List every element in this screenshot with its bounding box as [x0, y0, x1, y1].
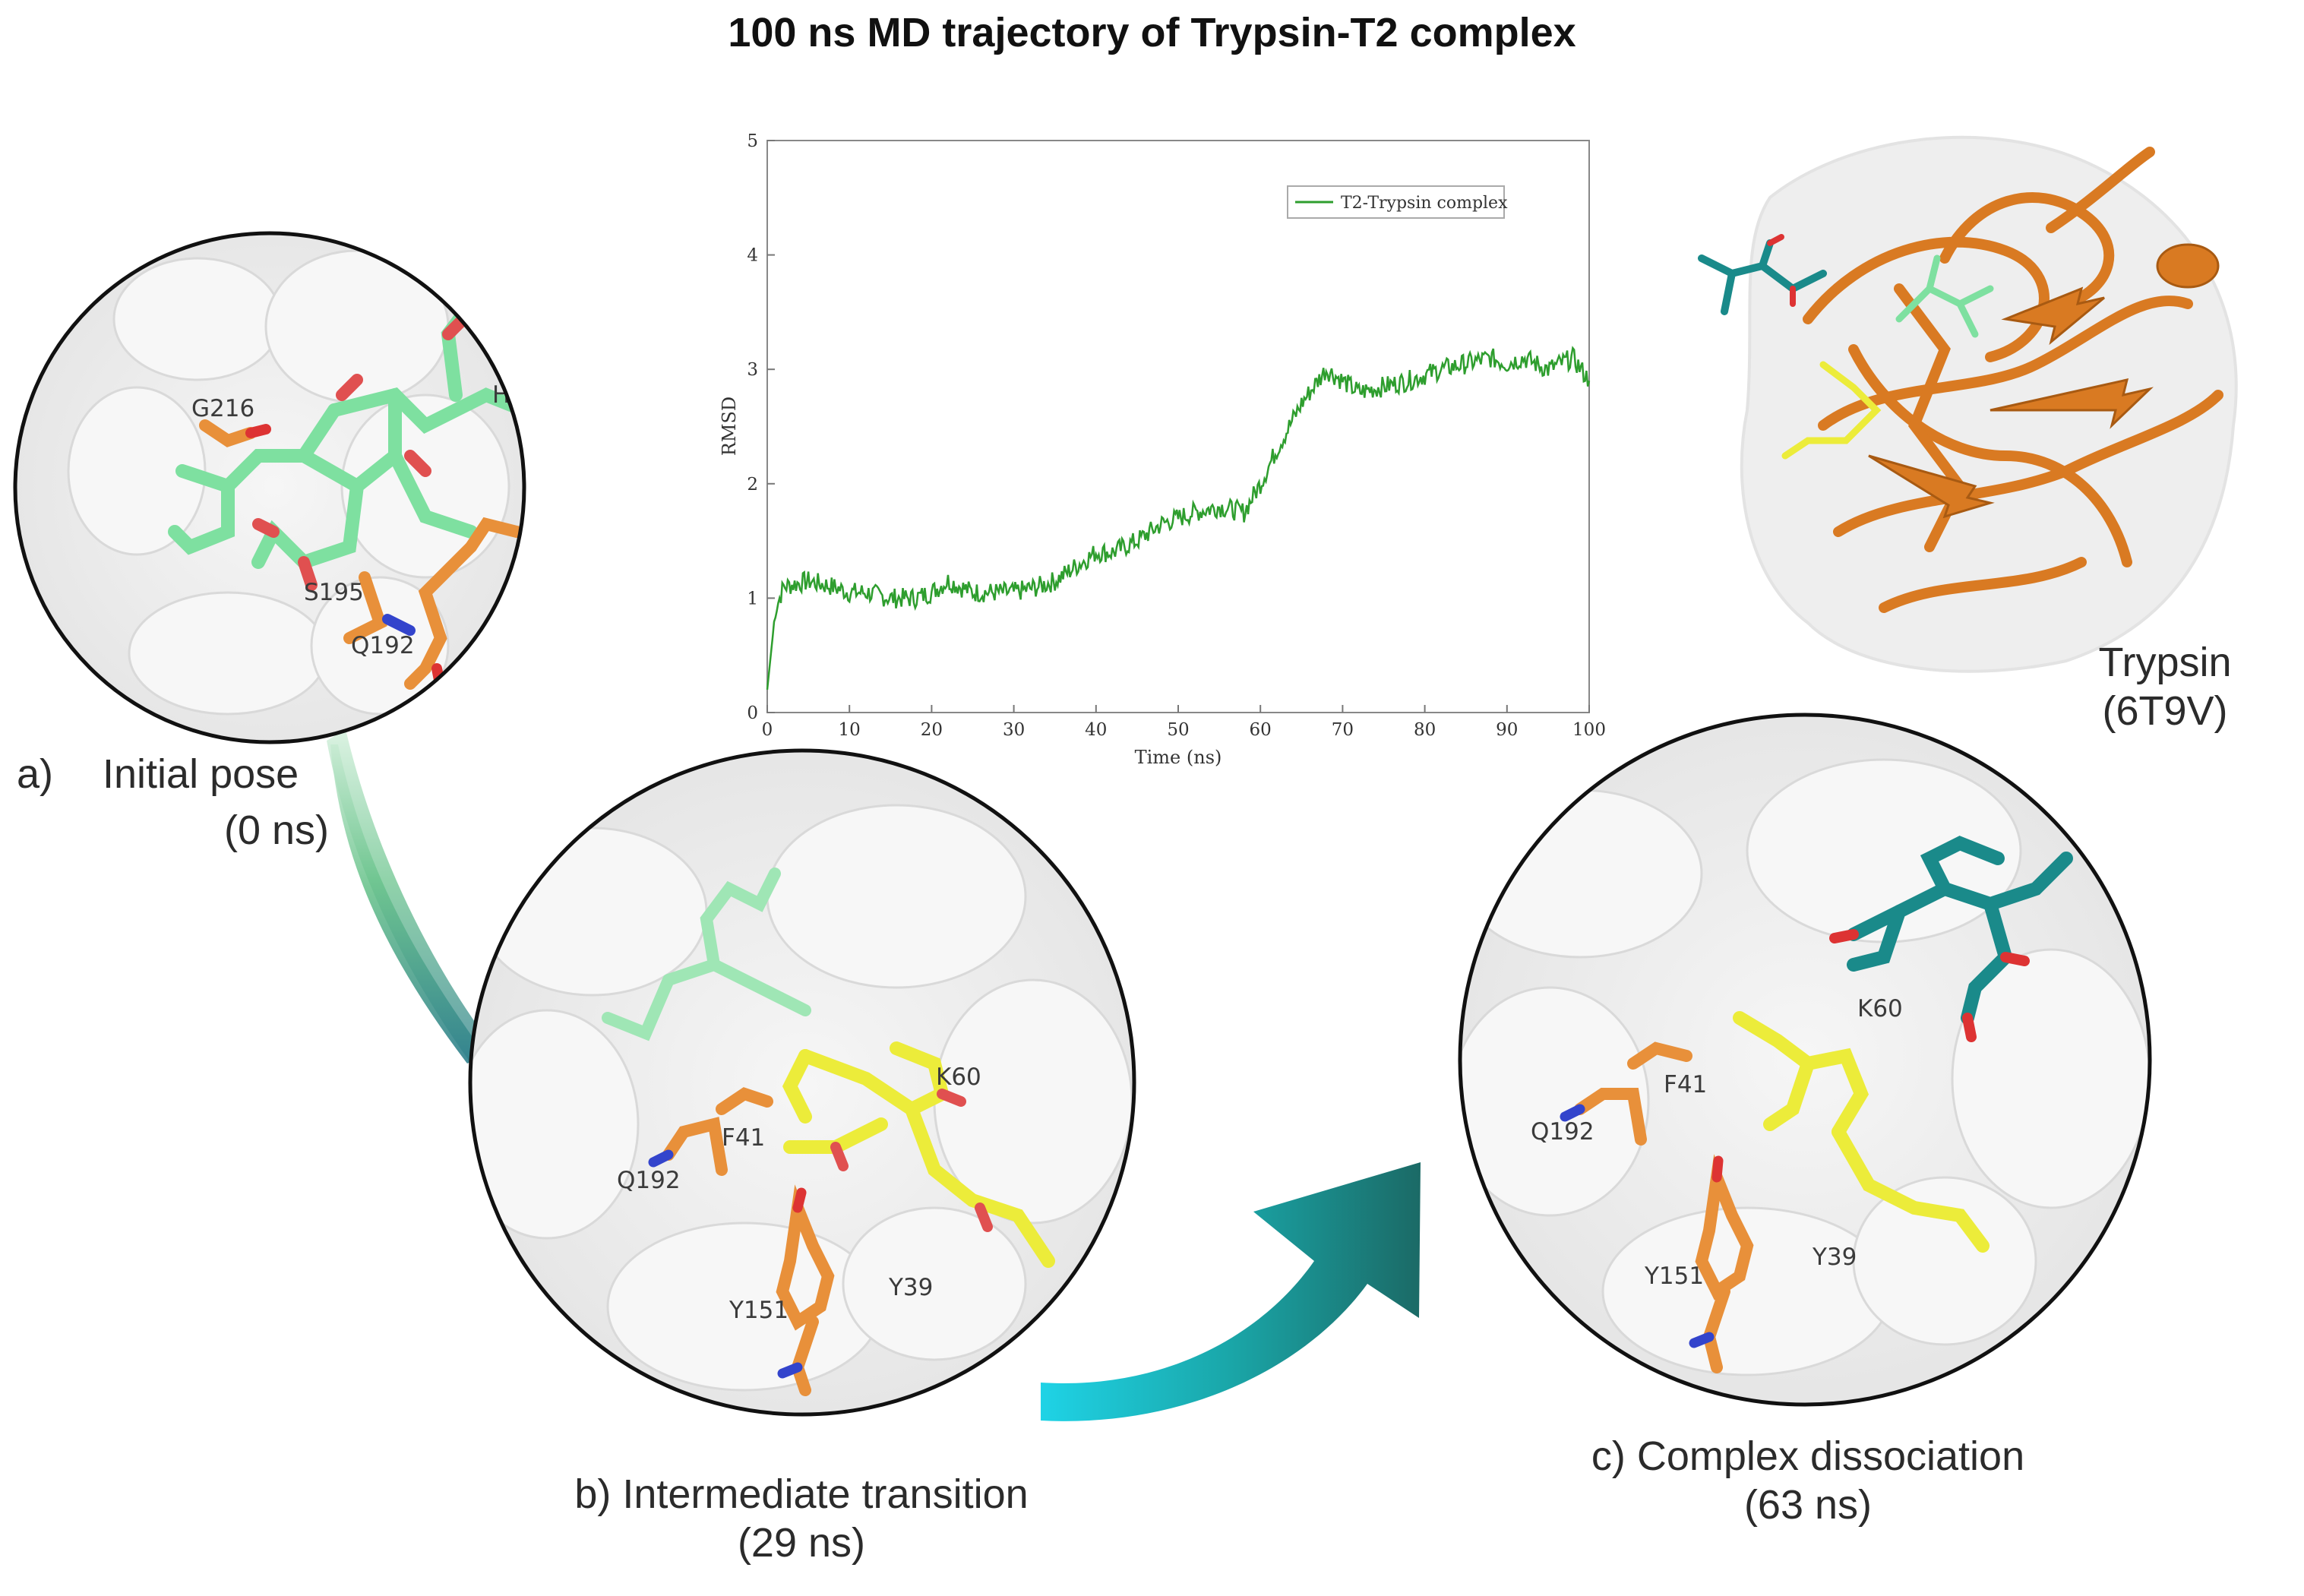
- protein-name: Trypsin: [2098, 640, 2232, 685]
- residues-orange: [662, 1087, 835, 1396]
- x-tick-label: 100: [1572, 720, 1606, 740]
- y-tick-label: 3: [747, 360, 758, 380]
- label-y39: Y39: [1812, 1244, 1857, 1271]
- x-tick-label: 80: [1414, 720, 1436, 740]
- residues-orange: [199, 419, 523, 690]
- x-tick-label: 20: [921, 720, 943, 740]
- protein-pdb-id: (6T9V): [2102, 688, 2228, 734]
- label-y39: Y39: [888, 1274, 933, 1301]
- x-tick-label: 30: [1003, 720, 1025, 740]
- transition-arrow-b-c: [1041, 1162, 1421, 1421]
- y-axis-label: RMSD: [719, 397, 740, 456]
- trypsin-structure: [1698, 135, 2238, 673]
- protein-surface: [1740, 135, 2238, 673]
- panel-b-caption: b) Intermediate transition: [574, 1471, 1029, 1517]
- x-axis-label: Time (ns): [1135, 747, 1222, 768]
- rmsd-chart: 0 10 20 30 40 50 60 70 80 90 100 0 1 2 3 4 5 T2-Trypsin …: [719, 131, 1606, 768]
- protein-ribbon: [1803, 147, 2223, 613]
- chart-legend: T2-Trypsin complex: [1287, 185, 1508, 219]
- y-tick-label: 5: [747, 131, 758, 151]
- panel-c-time: (63 ns): [1743, 1482, 1873, 1528]
- label-q192: Q192: [351, 632, 415, 659]
- x-tick-label: 70: [1332, 720, 1354, 740]
- y-tick-label: 2: [747, 475, 758, 495]
- label-g216: G216: [191, 395, 254, 422]
- panel-b-time: (29 ns): [737, 1520, 866, 1566]
- figure-title: 100 ns MD trajectory of Trypsin-T2 compl…: [728, 10, 1576, 55]
- label-k60: K60: [1857, 995, 1903, 1022]
- label-q192: Q192: [1531, 1118, 1594, 1146]
- panel-c-caption: c) Complex dissociation: [1591, 1433, 2025, 1479]
- panel-a-time: (0 ns): [224, 807, 330, 853]
- x-tick-label: 60: [1250, 720, 1272, 740]
- ligand-initial-ghost: [602, 868, 811, 1041]
- rmsd-series-line: [766, 346, 1591, 691]
- label-g193: G193: [467, 647, 530, 675]
- panel-a-letter: a): [17, 751, 54, 797]
- label-f41: F41: [722, 1124, 765, 1152]
- x-tick-label: 0: [762, 720, 773, 740]
- label-s195: S195: [304, 579, 364, 606]
- y-tick-label: 1: [747, 589, 758, 608]
- plot-area: [766, 140, 1590, 713]
- x-tick-label: 50: [1167, 720, 1189, 740]
- label-y151: Y151: [728, 1297, 789, 1324]
- y-tick-label: 0: [747, 703, 758, 723]
- x-tick-label: 90: [1496, 720, 1518, 740]
- label-k60: K60: [936, 1063, 981, 1091]
- label-h57: H57: [492, 381, 540, 409]
- panel-b-intermediate: K60 F41 Q192 Y151 Y39: [468, 748, 1136, 1417]
- label-f41: F41: [1664, 1071, 1707, 1098]
- y-tick-label: 4: [747, 246, 758, 266]
- legend-label: T2-Trypsin complex: [1341, 194, 1508, 213]
- panel-a-caption: Initial pose: [103, 751, 299, 797]
- x-tick-label: 10: [839, 720, 861, 740]
- panel-a-initial-pose: G216 H57 S195 Q192 G193: [13, 231, 540, 744]
- label-y151: Y151: [1644, 1263, 1704, 1290]
- panel-c-dissociation: K60 F41 Q192 Y151 Y39: [1458, 713, 2152, 1407]
- ligand-final: [1847, 836, 2073, 1025]
- x-tick-label: 40: [1085, 720, 1107, 740]
- ligand-intermediate-ghost: [1733, 1011, 1990, 1253]
- label-q192: Q192: [617, 1167, 681, 1194]
